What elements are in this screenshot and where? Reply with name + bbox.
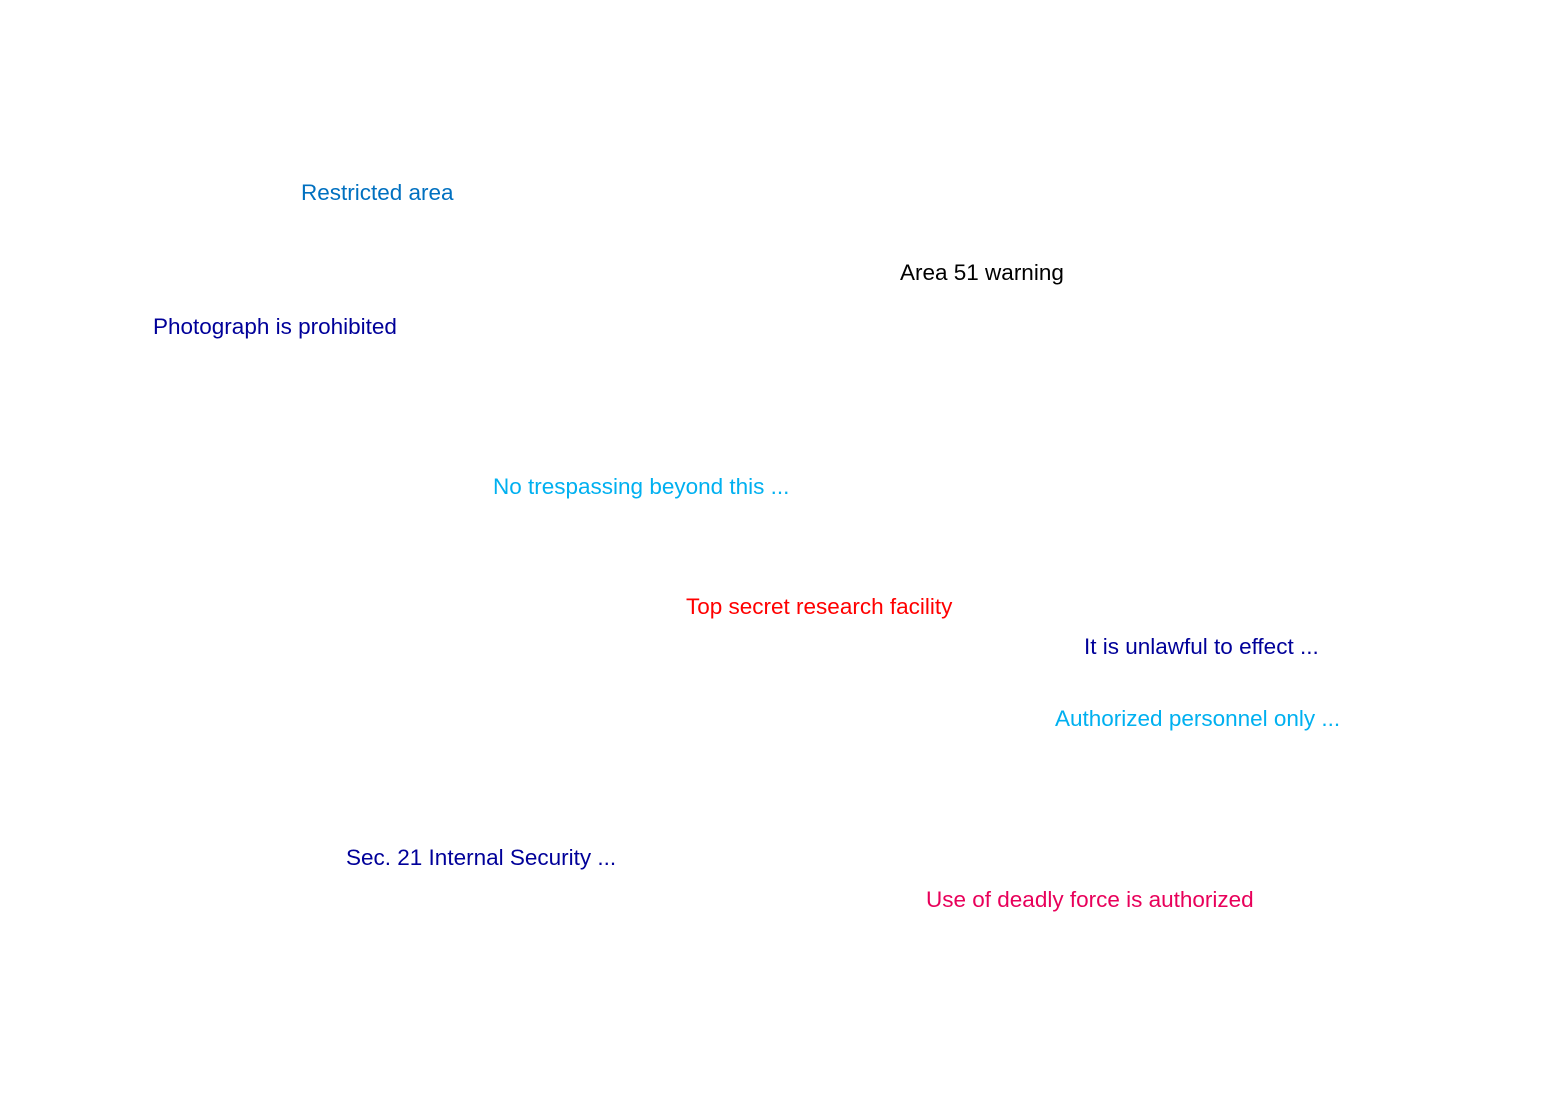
node-deadly-force: Use of deadly force is authorized (926, 887, 1254, 912)
node-authorized-personnel: Authorized personnel only ... (1055, 706, 1341, 731)
node-photograph-prohibited: Photograph is prohibited (153, 314, 397, 339)
node-sec-21-internal-security: Sec. 21 Internal Security ... (346, 845, 617, 870)
node-top-secret-facility: Top secret research facility (686, 594, 953, 619)
node-restricted-area: Restricted area (301, 180, 454, 205)
node-no-trespassing: No trespassing beyond this ... (493, 474, 790, 499)
node-area-51-warning: Area 51 warning (900, 260, 1064, 285)
node-unlawful-to-effect: It is unlawful to effect ... (1084, 634, 1319, 659)
